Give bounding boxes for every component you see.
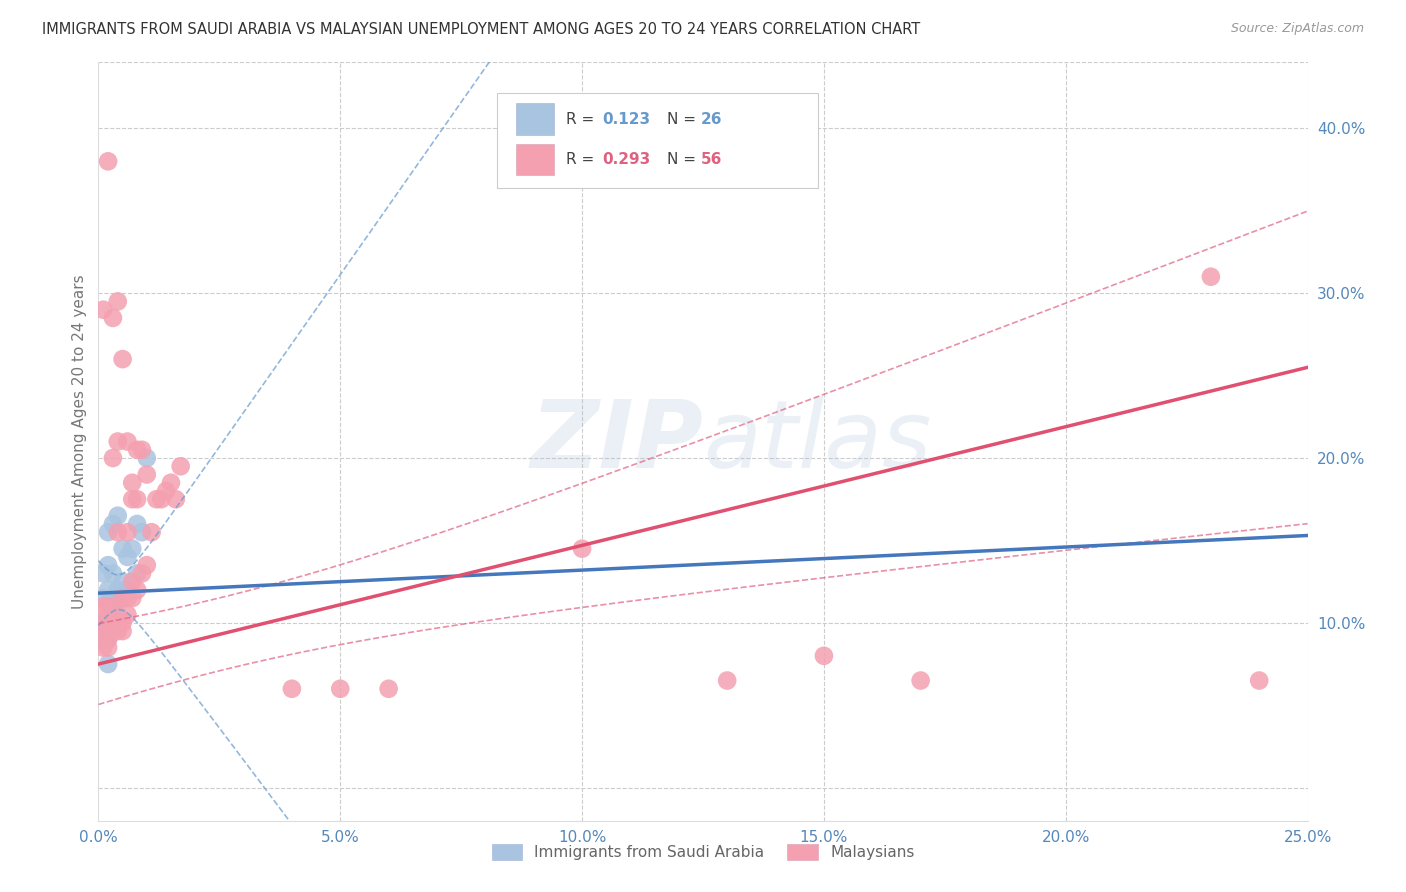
Point [910, 673, 932, 688]
Point [135, 450, 157, 465]
Point [97, 525, 120, 540]
Point [91, 615, 114, 630]
Point [121, 574, 143, 589]
Point [97, 599, 120, 614]
Point [281, 681, 304, 696]
Bar [516, 103, 554, 136]
Text: R =: R = [567, 112, 599, 127]
Point [141, 525, 163, 540]
Point [117, 549, 139, 564]
Point [131, 525, 153, 540]
Point [107, 434, 129, 449]
Text: ZIP: ZIP [530, 395, 703, 488]
Point [135, 467, 157, 482]
Point [135, 558, 157, 573]
Point [165, 492, 187, 507]
Point [127, 492, 149, 507]
Point [97, 558, 120, 573]
Point [127, 516, 149, 531]
Point [97, 615, 120, 630]
Text: 0.123: 0.123 [603, 112, 651, 127]
Legend: Immigrants from Saudi Arabia, Malaysians: Immigrants from Saudi Arabia, Malaysians [485, 838, 921, 866]
Point [121, 591, 143, 606]
Point [155, 483, 177, 498]
Bar [516, 144, 554, 176]
Point [127, 566, 149, 581]
Point [111, 541, 134, 556]
Point [97, 582, 120, 597]
Point [101, 599, 124, 614]
Point [111, 574, 134, 589]
Text: R =: R = [567, 152, 599, 167]
Point [107, 525, 129, 540]
Point [91, 632, 114, 647]
Point [111, 591, 134, 606]
Point [97, 657, 120, 671]
Point [107, 615, 129, 630]
Point [97, 607, 120, 622]
Text: 56: 56 [700, 152, 721, 167]
Point [91, 640, 114, 655]
Point [145, 492, 167, 507]
Point [111, 615, 134, 630]
Point [97, 632, 120, 647]
Point [571, 541, 593, 556]
Point [121, 475, 143, 490]
Text: N =: N = [666, 152, 700, 167]
Point [97, 632, 120, 647]
Point [813, 648, 835, 663]
Point [101, 516, 124, 531]
Point [111, 591, 134, 606]
Text: 26: 26 [700, 112, 723, 127]
Point [150, 492, 173, 507]
Point [91, 566, 114, 581]
Text: N =: N = [666, 112, 700, 127]
Point [716, 673, 738, 688]
Point [117, 591, 139, 606]
Point [107, 624, 129, 639]
Point [1249, 673, 1271, 688]
Point [107, 582, 129, 597]
Text: atlas: atlas [703, 396, 931, 487]
Point [97, 154, 120, 169]
Point [169, 459, 191, 474]
Point [101, 566, 124, 581]
Point [117, 582, 139, 597]
Text: 0.293: 0.293 [603, 152, 651, 167]
Point [117, 525, 139, 540]
Point [101, 310, 124, 325]
Point [160, 475, 183, 490]
Point [91, 599, 114, 614]
Point [91, 302, 114, 317]
Point [91, 591, 114, 606]
Point [107, 508, 129, 523]
Point [107, 607, 129, 622]
Point [121, 541, 143, 556]
FancyBboxPatch shape [498, 93, 818, 187]
Text: Source: ZipAtlas.com: Source: ZipAtlas.com [1230, 22, 1364, 36]
Point [91, 624, 114, 639]
Text: IMMIGRANTS FROM SAUDI ARABIA VS MALAYSIAN UNEMPLOYMENT AMONG AGES 20 TO 24 YEARS: IMMIGRANTS FROM SAUDI ARABIA VS MALAYSIA… [42, 22, 921, 37]
Point [101, 615, 124, 630]
Point [101, 624, 124, 639]
Point [97, 640, 120, 655]
Point [329, 681, 352, 696]
Point [101, 615, 124, 630]
Point [1199, 269, 1222, 284]
Point [107, 294, 129, 309]
Point [127, 442, 149, 457]
Point [117, 434, 139, 449]
Point [101, 450, 124, 465]
Point [91, 615, 114, 630]
Point [101, 599, 124, 614]
Y-axis label: Unemployment Among Ages 20 to 24 years: Unemployment Among Ages 20 to 24 years [72, 274, 87, 609]
Point [111, 624, 134, 639]
Point [111, 352, 134, 367]
Point [131, 566, 153, 581]
Point [117, 607, 139, 622]
Point [377, 681, 399, 696]
Point [127, 582, 149, 597]
Point [131, 442, 153, 457]
Point [121, 492, 143, 507]
